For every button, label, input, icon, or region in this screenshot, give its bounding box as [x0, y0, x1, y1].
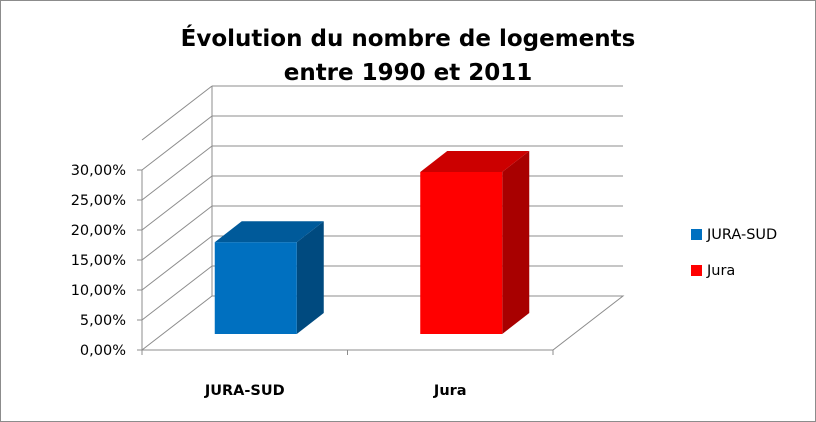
- y-tick-label-4: 20,00%: [71, 223, 126, 239]
- chart-floor: [140, 295, 625, 351]
- y-tick-label-0: 0,00%: [80, 343, 126, 359]
- gridline-side-6: [141, 85, 213, 141]
- bar-side-0: [296, 221, 324, 334]
- bar-front-1: [420, 172, 503, 334]
- gridline-side-5: [141, 115, 213, 171]
- y-tick-label-1: 5,00%: [80, 313, 126, 329]
- bar-jura-sud: [214, 221, 324, 334]
- gridline-side-3: [141, 175, 213, 231]
- chart-title-line-2: entre 1990 et 2011: [283, 60, 533, 86]
- y-tick-label-2: 10,00%: [71, 283, 126, 299]
- legend-swatch-1: [691, 265, 702, 276]
- gridline-side-2: [141, 205, 213, 261]
- legend-label-0: JURA-SUD: [706, 227, 777, 243]
- y-tick-label-5: 25,00%: [71, 193, 126, 209]
- category-label-1: Jura: [433, 383, 467, 399]
- y-tick-label-3: 15,00%: [71, 253, 126, 269]
- y-axis-ticks: 0,00% 5,00% 10,00% 15,00% 20,00% 25,00% 30,00%: [71, 163, 554, 359]
- bar-jura: [420, 151, 530, 334]
- bar-front-0: [214, 242, 297, 334]
- gridline-side-4: [141, 145, 213, 201]
- y-tick-label-6: 30,00%: [71, 163, 126, 179]
- bar-side-1: [502, 151, 530, 334]
- legend-swatch-0: [691, 229, 702, 240]
- chart-title: Évolution du nombre de logements entre 1…: [0, 22, 816, 90]
- legend-label-1: Jura: [706, 263, 735, 279]
- chart-walls: [140, 86, 625, 351]
- bar-top-0: [214, 221, 324, 243]
- bars: [214, 151, 530, 334]
- gridline-side-1: [141, 235, 213, 291]
- chart-title-line-1: Évolution du nombre de logements: [180, 26, 636, 52]
- x-axis-categories: JURA-SUD Jura: [204, 383, 467, 399]
- legend: JURA-SUD Jura: [691, 227, 777, 279]
- category-label-0: JURA-SUD: [204, 383, 285, 399]
- bar-top-1: [420, 151, 530, 172]
- gridline-side-0: [141, 265, 213, 321]
- gridlines: [141, 85, 623, 321]
